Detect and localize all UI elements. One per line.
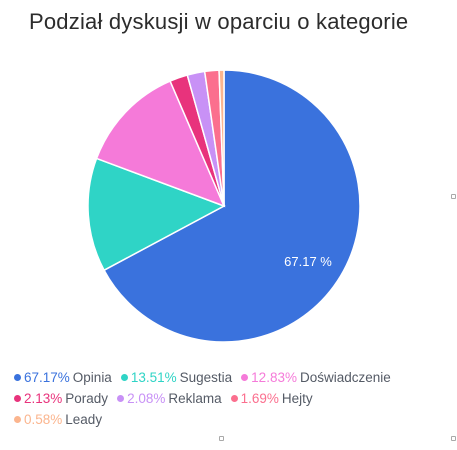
resize-handle[interactable] xyxy=(451,436,456,441)
pie-chart: 67.17 % xyxy=(87,69,361,343)
legend-dot-icon xyxy=(14,374,21,381)
legend-row: 67.17% Opinia 13.51% Sugestia 12.83% Doświadc… xyxy=(14,370,449,391)
legend-item-porady[interactable]: 2.13% Porady xyxy=(14,391,108,406)
legend-percent: 0.58% xyxy=(24,412,63,427)
legend-row: 0.58% Leady xyxy=(14,412,449,433)
legend-item-doświadczenie[interactable]: 12.83% Doświadczenie xyxy=(241,370,391,385)
legend-item-hejty[interactable]: 1.69% Hejty xyxy=(230,391,313,406)
legend-item-sugestia[interactable]: 13.51% Sugestia xyxy=(120,370,233,385)
legend-percent: 67.17% xyxy=(24,370,70,385)
legend-percent: 2.13% xyxy=(24,391,63,406)
legend-item-opinia[interactable]: 67.17% Opinia xyxy=(14,370,112,385)
pie-slice-doświadczenie[interactable] xyxy=(95,80,226,208)
pie-slice-opinia[interactable] xyxy=(103,69,361,343)
legend-label: Hejty xyxy=(281,391,313,406)
resize-handle[interactable] xyxy=(219,436,224,441)
slice-value-label-opinia: 67.17 % xyxy=(284,254,332,269)
legend-dot-icon xyxy=(117,395,125,402)
legend-dot-icon xyxy=(241,374,249,381)
legend-percent: 13.51% xyxy=(130,370,177,385)
legend-row: 2.13% Porady 2.08% Reklama 1.69% Hejty xyxy=(14,391,449,412)
legend-item-reklama[interactable]: 2.08% Reklama xyxy=(117,391,222,406)
legend-label: Sugestia xyxy=(179,370,233,385)
legend-dot-icon xyxy=(230,395,238,402)
legend-label: Porady xyxy=(65,391,109,406)
legend-dot-icon xyxy=(14,395,21,402)
legend-percent: 1.69% xyxy=(240,391,279,406)
pie-slice-sugestia[interactable] xyxy=(87,157,226,272)
resize-handle[interactable] xyxy=(451,194,456,199)
chart-legend: 67.17% Opinia 13.51% Sugestia 12.83% Doświadc… xyxy=(14,370,449,433)
legend-label: Reklama xyxy=(168,391,222,406)
legend-label: Leady xyxy=(65,412,103,427)
legend-label: Doświadczenie xyxy=(299,370,391,385)
legend-label: Opinia xyxy=(72,370,112,385)
legend-percent: 12.83% xyxy=(251,370,297,385)
legend-item-leady[interactable]: 0.58% Leady xyxy=(14,412,102,427)
legend-dot-icon xyxy=(120,374,128,381)
chart-title: Podział dyskusji w oparciu o kategorie xyxy=(29,9,409,34)
pie-slice-leady[interactable] xyxy=(218,69,225,207)
legend-dot-icon xyxy=(14,416,21,423)
legend-percent: 2.08% xyxy=(127,391,166,406)
